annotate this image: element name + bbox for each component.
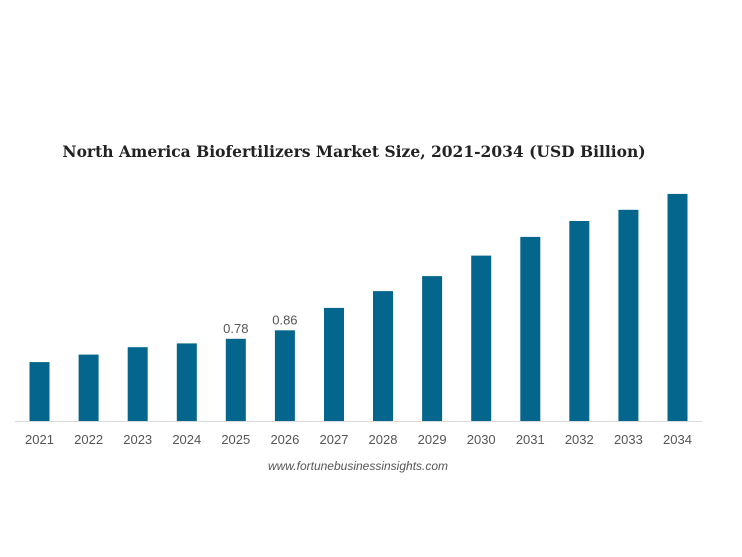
- bar-2030: [471, 255, 492, 421]
- data-labels: 0.78 0.86: [223, 312, 297, 336]
- bar-2022: [78, 354, 99, 421]
- bar-2025: [225, 338, 246, 421]
- bar-2026: [274, 330, 295, 421]
- x-tick-2026: 2026: [270, 432, 299, 447]
- x-tick-2025: 2025: [221, 432, 250, 447]
- bar-2029: [422, 276, 443, 421]
- x-tick-2033: 2033: [614, 432, 643, 447]
- bar-2023: [127, 347, 148, 421]
- data-label-2026: 0.86: [272, 312, 297, 327]
- bar-2028: [373, 291, 393, 421]
- x-tick-2021: 2021: [25, 432, 54, 447]
- bar-2031: [520, 236, 541, 421]
- bars-group: [29, 193, 688, 421]
- x-tick-2030: 2030: [467, 432, 496, 447]
- x-tick-2024: 2024: [172, 432, 201, 447]
- x-tick-2034: 2034: [663, 432, 692, 447]
- bar-2027: [324, 307, 344, 421]
- bar-2033: [618, 209, 639, 421]
- x-tick-2023: 2023: [123, 432, 152, 447]
- bar-2032: [569, 221, 590, 421]
- x-tick-2028: 2028: [369, 432, 398, 447]
- x-tick-2029: 2029: [418, 432, 447, 447]
- data-label-2025: 0.78: [223, 321, 248, 336]
- bar-2024: [176, 343, 197, 421]
- x-tick-2031: 2031: [516, 432, 545, 447]
- chart-title: North America Biofertilizers Market Size…: [62, 142, 645, 161]
- x-tick-labels: 2021 2022 2023 2024 2025 2026 2027 2028 2029 2030…: [25, 432, 692, 447]
- bar-2021: [29, 362, 50, 421]
- x-tick-2027: 2027: [320, 432, 349, 447]
- x-tick-2032: 2032: [565, 432, 594, 447]
- source-credit: www.fortunebusinessinsights.com: [268, 459, 448, 473]
- x-tick-2022: 2022: [74, 432, 103, 447]
- bar-2034: [667, 193, 688, 421]
